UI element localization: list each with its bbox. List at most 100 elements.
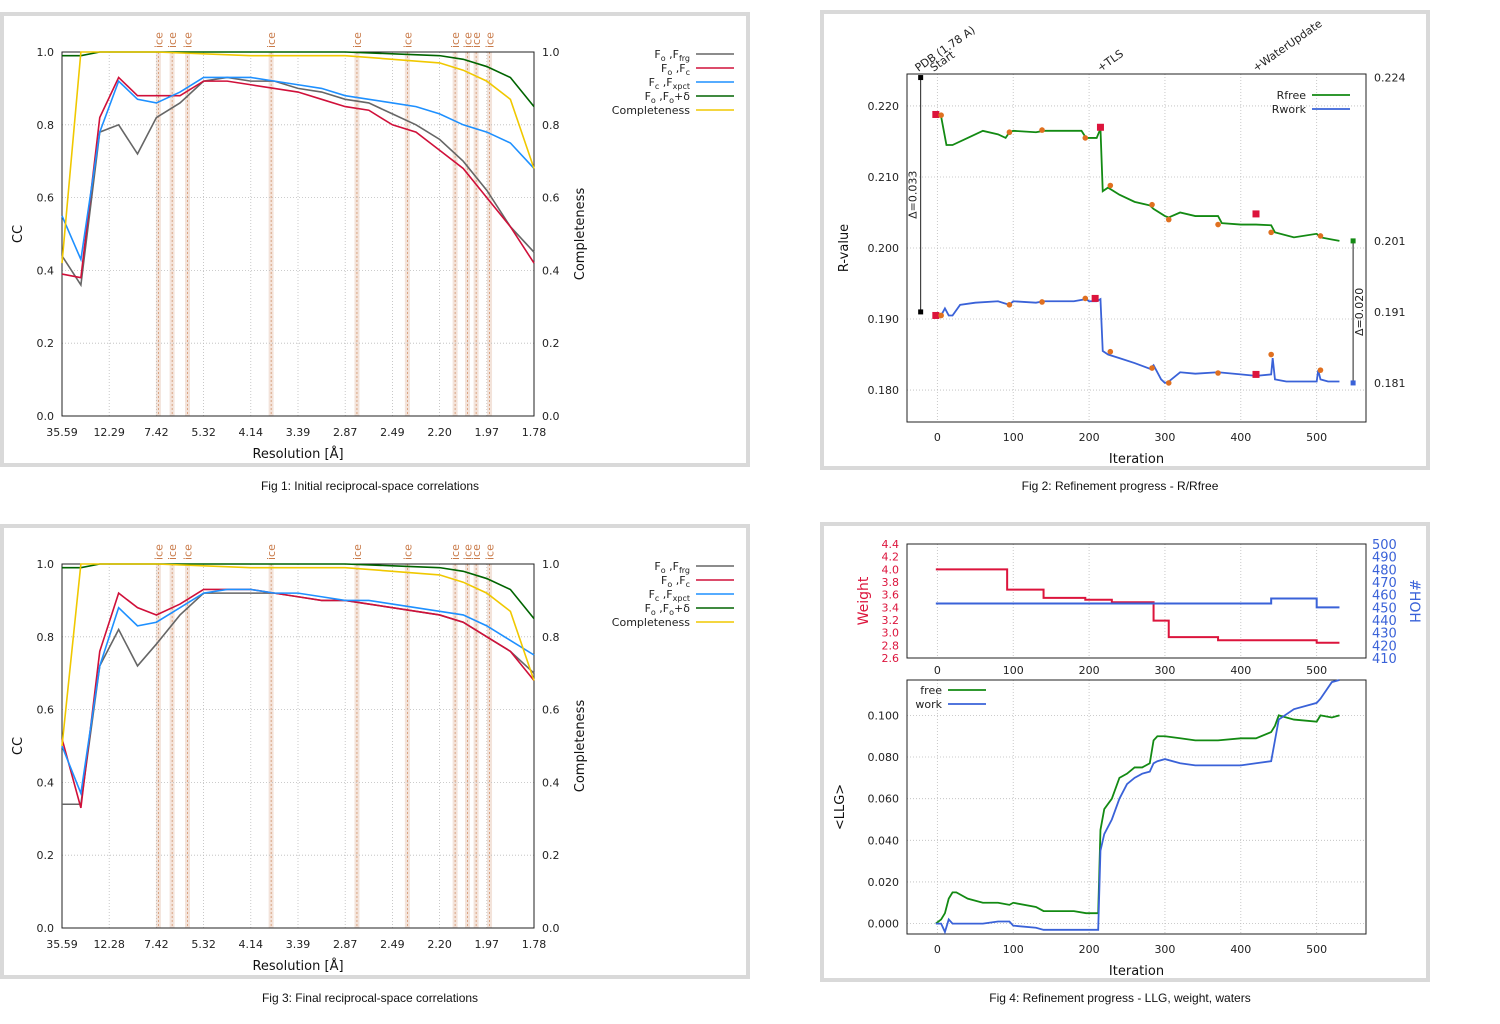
weight-tick-label: 3.2 bbox=[882, 614, 900, 627]
step-marker bbox=[938, 312, 944, 319]
right-value-label: 0.224 bbox=[1374, 72, 1406, 85]
series-line bbox=[935, 297, 1340, 384]
y2-tick-label: 0.8 bbox=[542, 119, 560, 132]
y-tick-label: 0.4 bbox=[37, 264, 55, 277]
legend-label: Fo ,Ffrg bbox=[654, 48, 690, 63]
x-tick-label: 0 bbox=[934, 664, 941, 677]
ice-label: ice bbox=[182, 32, 195, 48]
y-axis-label: CC bbox=[11, 737, 26, 755]
stage-label: +WaterUpdate bbox=[1250, 17, 1324, 75]
x-tick-label: 500 bbox=[1306, 431, 1327, 444]
ice-label: ice bbox=[351, 32, 364, 48]
y-tick-label: 0.000 bbox=[868, 918, 900, 931]
x-tick-label: 2.49 bbox=[380, 426, 405, 439]
step-marker bbox=[938, 112, 944, 118]
ice-label: ice bbox=[265, 32, 278, 48]
series-line bbox=[935, 714, 1340, 925]
x-tick-label: 2.87 bbox=[333, 938, 358, 951]
ice-label: ice bbox=[484, 32, 497, 48]
x-tick-label: 1.97 bbox=[475, 938, 500, 951]
step-marker bbox=[1006, 129, 1013, 136]
end-marker bbox=[1350, 238, 1356, 244]
weight-line bbox=[935, 568, 1340, 644]
weight-tick-label: 2.8 bbox=[882, 639, 900, 652]
legend-label: work bbox=[915, 698, 942, 711]
ice-label: ice bbox=[470, 544, 483, 560]
x-tick-label: 2.49 bbox=[380, 938, 405, 951]
y-tick-label: 0.0 bbox=[37, 410, 55, 423]
legend-label: Fo ,Fc bbox=[661, 62, 690, 77]
step-marker bbox=[1268, 229, 1274, 236]
y-axis-label: CC bbox=[11, 225, 26, 243]
x-tick-label: 2.87 bbox=[333, 426, 358, 439]
ice-label: ice bbox=[166, 544, 179, 560]
y-tick-label: 0.210 bbox=[868, 171, 900, 184]
step-marker bbox=[1317, 367, 1324, 373]
x-axis-label: Iteration bbox=[1109, 964, 1164, 978]
y-tick-label: 0.060 bbox=[868, 793, 900, 806]
fig1-panel: ice ice ice ice ice ice ice ice ice ice 0.0 0.0 0.2 0… bbox=[0, 12, 750, 467]
step-marker bbox=[1215, 370, 1221, 376]
y-tick-label: 1.0 bbox=[37, 558, 55, 571]
series-line bbox=[61, 76, 535, 288]
x-axis-label: Resolution [Å] bbox=[252, 958, 343, 974]
hoh-tick-label: 480 bbox=[1372, 563, 1397, 578]
step-marker bbox=[1039, 299, 1045, 305]
x-tick-label: 1.97 bbox=[475, 426, 500, 439]
step-marker bbox=[1165, 216, 1172, 223]
ice-label: ice bbox=[462, 32, 475, 48]
x-tick-label: 500 bbox=[1306, 664, 1327, 677]
x-tick-label: 100 bbox=[1003, 943, 1024, 956]
weight-axis-label: Weight bbox=[856, 576, 872, 625]
legend-label: Rwork bbox=[1272, 103, 1307, 116]
x-tick-label: 200 bbox=[1079, 943, 1100, 956]
hoh-tick-label: 450 bbox=[1372, 601, 1397, 616]
y2-tick-label: 0.4 bbox=[542, 776, 560, 789]
step-marker bbox=[1039, 127, 1045, 133]
series-line bbox=[61, 51, 535, 264]
y-tick-label: 0.100 bbox=[868, 709, 900, 722]
ice-label: ice bbox=[401, 544, 414, 560]
x-tick-label: 1.78 bbox=[522, 938, 547, 951]
step-marker bbox=[1215, 221, 1221, 228]
y-tick-label: 0.8 bbox=[37, 631, 55, 644]
y2-tick-label: 0.8 bbox=[542, 631, 560, 644]
step-marker bbox=[1149, 201, 1155, 208]
y-tick-label: 0.180 bbox=[868, 384, 900, 397]
y-tick-label: 0.020 bbox=[868, 876, 900, 889]
ice-label: ice bbox=[166, 32, 179, 48]
x-tick-label: 35.59 bbox=[46, 426, 78, 439]
x-tick-label: 12.28 bbox=[93, 938, 125, 951]
y-tick-label: 0.2 bbox=[37, 849, 55, 862]
x-tick-label: 100 bbox=[1003, 431, 1024, 444]
hoh-tick-label: 470 bbox=[1372, 576, 1397, 591]
fig3-panel: ice ice ice ice ice ice ice ice ice ice 0.0 0.0 0.2 0… bbox=[0, 524, 750, 979]
x-tick-label: 5.32 bbox=[191, 938, 216, 951]
series-line bbox=[61, 588, 535, 797]
y-tick-label: 0.190 bbox=[868, 313, 900, 326]
step-marker bbox=[1165, 380, 1172, 386]
stage-marker bbox=[1091, 294, 1099, 302]
x-tick-label: 3.39 bbox=[286, 938, 311, 951]
y2-tick-label: 0.6 bbox=[542, 192, 560, 205]
hoh-tick-label: 420 bbox=[1372, 639, 1397, 654]
ice-label: ice bbox=[152, 544, 165, 560]
x-tick-label: 2.20 bbox=[427, 426, 452, 439]
x-tick-label: 2.20 bbox=[427, 938, 452, 951]
x-tick-label: 4.14 bbox=[239, 938, 264, 951]
x-tick-label: 300 bbox=[1154, 943, 1175, 956]
weight-tick-label: 4.0 bbox=[882, 563, 900, 576]
step-marker bbox=[1107, 348, 1114, 355]
x-tick-label: 1.78 bbox=[522, 426, 547, 439]
ice-label: ice bbox=[484, 544, 497, 560]
stage-marker bbox=[932, 311, 940, 319]
step-marker bbox=[1082, 135, 1089, 141]
weight-tick-label: 2.6 bbox=[882, 652, 900, 665]
step-marker bbox=[1107, 182, 1114, 189]
y-tick-label: 0.2 bbox=[37, 337, 55, 350]
x-tick-label: 300 bbox=[1154, 664, 1175, 677]
hoh-tick-label: 500 bbox=[1372, 538, 1397, 553]
legend-label: Fc ,Fxpct bbox=[649, 76, 690, 91]
x-tick-label: 100 bbox=[1003, 664, 1024, 677]
x-tick-label: 7.42 bbox=[144, 426, 169, 439]
